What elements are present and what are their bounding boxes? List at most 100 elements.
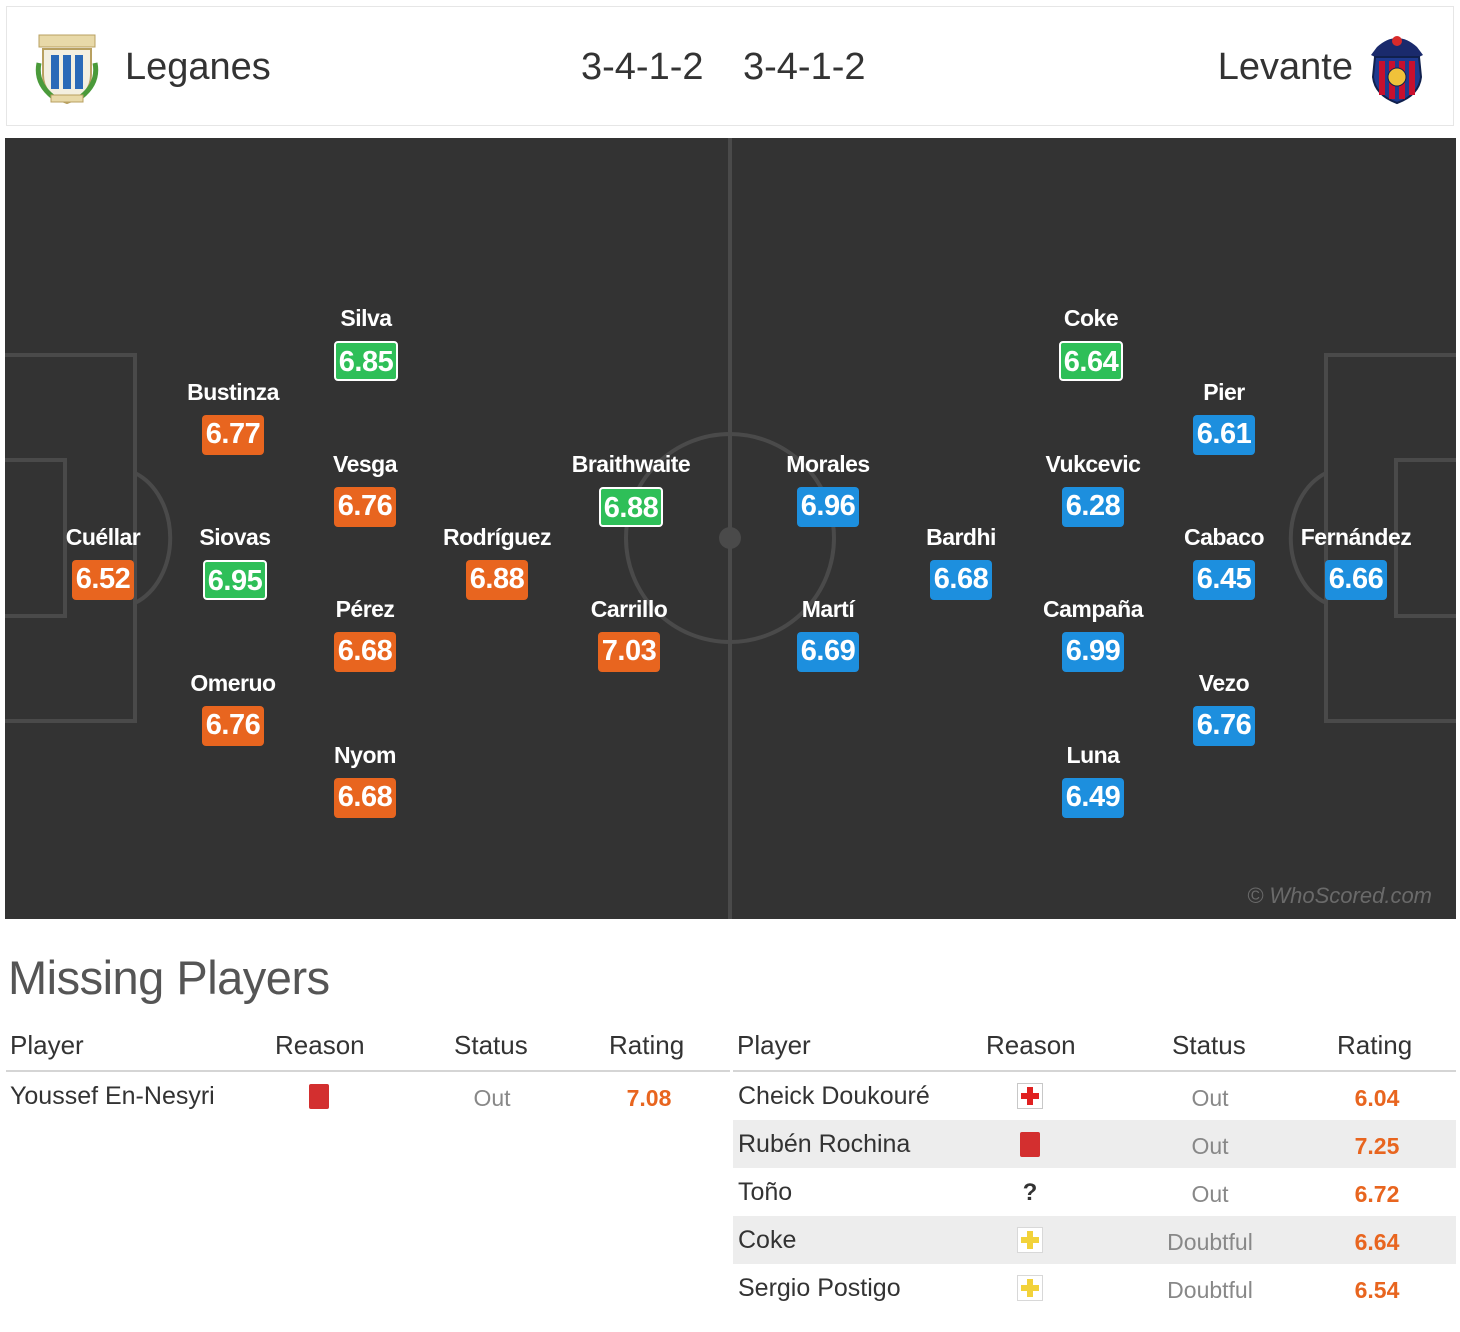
player-name: Pier	[1203, 379, 1245, 405]
player-name: Siovas	[199, 524, 271, 550]
player-rating: 6.88	[466, 560, 528, 600]
table-row[interactable]: Youssef En-Nesyri Out 7.08	[6, 1072, 730, 1120]
player-name: Omeruo	[190, 670, 276, 696]
player-name: Vukcevic	[1045, 451, 1141, 477]
column-player[interactable]: Player	[737, 1030, 811, 1060]
player-marker[interactable]: Nyom 6.68	[290, 741, 440, 818]
levante-crest-icon[interactable]	[1363, 33, 1431, 105]
player-rating: 7.25	[1354, 1133, 1400, 1159]
player-name[interactable]: Toño	[738, 1178, 793, 1206]
player-marker[interactable]: Vukcevic 6.28	[1018, 450, 1168, 527]
player-rating: 6.68	[930, 560, 992, 600]
home-formation: 3-4-1-2	[581, 46, 704, 88]
away-team-name[interactable]: Levante	[1217, 46, 1353, 88]
column-status[interactable]: Status	[1172, 1030, 1246, 1060]
player-name[interactable]: Cheick Doukouré	[738, 1082, 930, 1110]
column-rating[interactable]: Rating	[1337, 1030, 1413, 1060]
player-name[interactable]: Rubén Rochina	[738, 1130, 911, 1158]
column-reason[interactable]: Reason	[986, 1030, 1076, 1060]
match-header: Leganes 3-4-1-2 3-4-1-2 Levante	[6, 6, 1454, 126]
player-rating: 6.28	[1062, 487, 1124, 527]
player-marker[interactable]: Vezo 6.76	[1149, 669, 1299, 746]
table-row[interactable]: Toño ? Out 6.72	[733, 1168, 1456, 1216]
player-rating: 6.77	[202, 415, 264, 455]
player-name: Silva	[340, 305, 392, 331]
player-name: Nyom	[334, 742, 396, 768]
player-name[interactable]: Youssef En-Nesyri	[10, 1082, 215, 1110]
player-rating: 6.96	[797, 487, 859, 527]
player-name: Pérez	[335, 596, 395, 622]
player-marker[interactable]: Bustinza 6.77	[158, 378, 308, 455]
player-rating: 7.03	[598, 632, 660, 672]
player-marker[interactable]: Vesga 6.76	[290, 450, 440, 527]
column-rating[interactable]: Rating	[609, 1030, 685, 1060]
player-name: Coke	[1063, 305, 1119, 331]
player-name[interactable]: Coke	[738, 1226, 797, 1254]
player-rating: 6.49	[1062, 778, 1124, 818]
player-name: Carrillo	[590, 596, 668, 622]
player-rating: 6.99	[1062, 632, 1124, 672]
red-card-icon	[309, 1084, 329, 1109]
table-row[interactable]: Cheick Doukouré Out 6.04	[733, 1072, 1456, 1120]
player-marker[interactable]: Rodríguez 6.88	[422, 523, 572, 600]
table-row[interactable]: Sergio Postigo Doubtful 6.54	[733, 1264, 1456, 1312]
column-reason[interactable]: Reason	[275, 1030, 365, 1060]
player-status: Out	[1191, 1181, 1229, 1207]
player-marker[interactable]: Morales 6.96	[753, 450, 903, 527]
player-name[interactable]: Sergio Postigo	[738, 1274, 901, 1302]
pitch-markings	[5, 138, 1456, 919]
player-status: Doubtful	[1167, 1229, 1253, 1255]
player-rating: 6.76	[1193, 706, 1255, 746]
player-marker[interactable]: Coke 6.64	[1016, 304, 1166, 381]
player-marker[interactable]: Campaña 6.99	[1018, 595, 1168, 672]
player-rating: 6.61	[1193, 415, 1255, 455]
player-rating: 6.88	[598, 487, 664, 527]
column-status[interactable]: Status	[454, 1030, 528, 1060]
player-marker[interactable]: Braithwaite 6.88	[556, 450, 706, 527]
home-team-name[interactable]: Leganes	[125, 46, 271, 88]
player-marker[interactable]: Pier 6.61	[1149, 378, 1299, 455]
player-status: Doubtful	[1167, 1277, 1253, 1303]
injury-icon	[1017, 1083, 1043, 1109]
table-row[interactable]: Rubén Rochina Out 7.25	[733, 1120, 1456, 1168]
player-rating: 6.95	[202, 560, 268, 600]
player-marker[interactable]: Cuéllar 6.52	[28, 523, 178, 600]
player-marker[interactable]: Bardhi 6.68	[886, 523, 1036, 600]
watermark: © WhoScored.com	[1247, 883, 1432, 908]
leganes-crest-icon[interactable]	[33, 33, 101, 105]
player-rating: 6.76	[202, 706, 264, 746]
player-rating: 6.72	[1354, 1181, 1400, 1207]
player-status: Out	[473, 1085, 511, 1111]
player-name: Vezo	[1198, 670, 1250, 696]
table-header: Player Reason Status Rating	[6, 1024, 730, 1072]
player-rating: 6.69	[797, 632, 859, 672]
column-player[interactable]: Player	[10, 1030, 84, 1060]
player-name: Bardhi	[926, 524, 996, 550]
red-card-icon	[1020, 1132, 1040, 1157]
player-marker[interactable]: Cabaco 6.45	[1149, 523, 1299, 600]
player-rating: 6.45	[1193, 560, 1255, 600]
player-marker[interactable]: Carrillo 7.03	[554, 595, 704, 672]
player-marker[interactable]: Fernández 6.66	[1281, 523, 1431, 600]
player-marker[interactable]: Silva 6.85	[291, 304, 441, 381]
player-marker[interactable]: Siovas 6.95	[160, 523, 310, 600]
doubtful-icon	[1017, 1227, 1043, 1253]
player-rating: 6.64	[1354, 1229, 1400, 1255]
player-name: Cabaco	[1183, 524, 1265, 550]
table-row[interactable]: Coke Doubtful 6.64	[733, 1216, 1456, 1264]
player-rating: 6.68	[334, 778, 396, 818]
player-rating: 6.68	[334, 632, 396, 672]
player-rating: 6.85	[333, 341, 399, 381]
table-header: Player Reason Status Rating	[733, 1024, 1456, 1072]
player-status: Out	[1191, 1085, 1229, 1111]
player-rating: 6.52	[72, 560, 134, 600]
player-name: Luna	[1066, 742, 1120, 768]
player-marker[interactable]: Omeruo 6.76	[158, 669, 308, 746]
player-rating: 6.04	[1354, 1085, 1400, 1111]
player-marker[interactable]: Pérez 6.68	[290, 595, 440, 672]
player-name: Braithwaite	[571, 451, 691, 477]
player-name: Campaña	[1042, 596, 1144, 622]
player-marker[interactable]: Luna 6.49	[1018, 741, 1168, 818]
player-marker[interactable]: Martí 6.69	[753, 595, 903, 672]
